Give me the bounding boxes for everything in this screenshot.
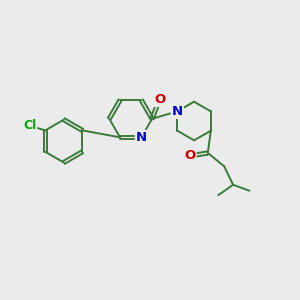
Text: N: N: [172, 105, 183, 118]
Text: N: N: [172, 105, 183, 118]
Text: O: O: [184, 149, 196, 162]
Text: Cl: Cl: [23, 119, 36, 132]
Text: O: O: [154, 93, 165, 106]
Text: N: N: [136, 131, 147, 144]
